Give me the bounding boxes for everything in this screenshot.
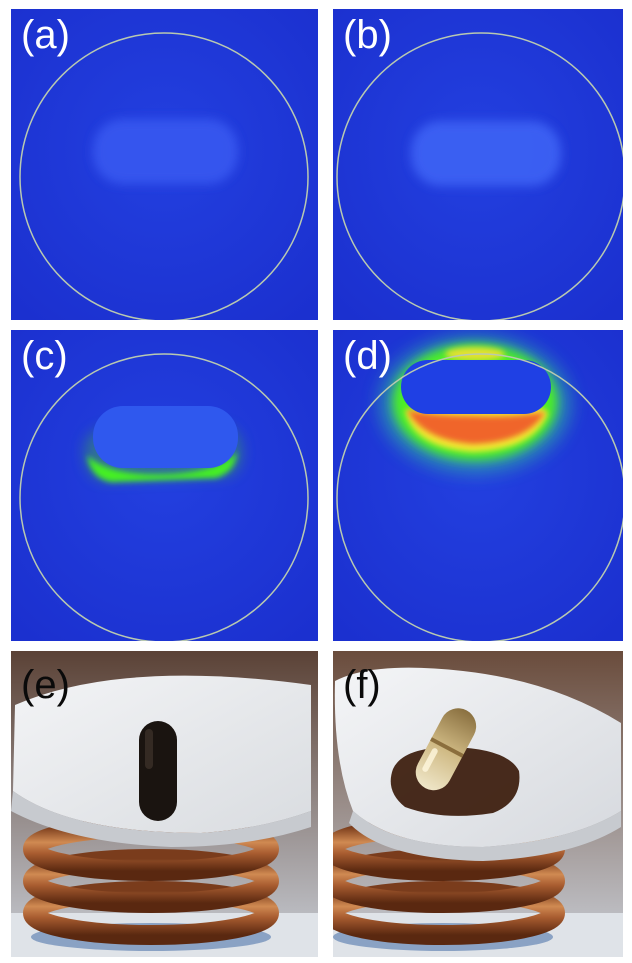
- dish-rim: [11, 791, 311, 847]
- photo-view-f: [333, 651, 623, 957]
- pill-thermal-signature: [401, 360, 551, 414]
- roi-circle: [19, 353, 309, 641]
- thermal-view-c: [11, 330, 318, 641]
- thermal-image-c: (c): [11, 330, 318, 641]
- dark-capsule: [139, 721, 177, 821]
- pill-thermal-signature: [93, 119, 238, 184]
- panel-label-e: (e): [21, 663, 70, 707]
- pill-thermal-signature: [411, 121, 561, 186]
- photo-e: (e): [11, 651, 318, 957]
- roi-circle: [336, 32, 623, 320]
- hot-edge: [87, 452, 237, 482]
- photo-f: (f): [333, 651, 623, 957]
- thermal-image-b: (b): [333, 9, 623, 320]
- panel-label-d: (d): [343, 334, 392, 378]
- roi-circle: [19, 32, 309, 320]
- orange-hot-zone: [407, 410, 545, 444]
- dish-rim: [349, 811, 621, 861]
- capsule-shell: [415, 708, 477, 791]
- pill-thermal-signature: [93, 406, 238, 468]
- thermal-image-a: (a): [11, 9, 318, 320]
- thermal-view-b: [333, 9, 623, 320]
- roi-circle: [336, 353, 623, 641]
- thermal-image-d: (d): [333, 330, 623, 641]
- panel-label-f: (f): [343, 663, 381, 707]
- panel-label-a: (a): [21, 13, 70, 57]
- thermal-view-a: [11, 9, 318, 320]
- thermal-background: [11, 330, 318, 641]
- panel-label-c: (c): [21, 334, 68, 378]
- panel-label-b: (b): [343, 13, 392, 57]
- thermal-view-d: [333, 330, 623, 641]
- photo-view-e: [11, 651, 318, 957]
